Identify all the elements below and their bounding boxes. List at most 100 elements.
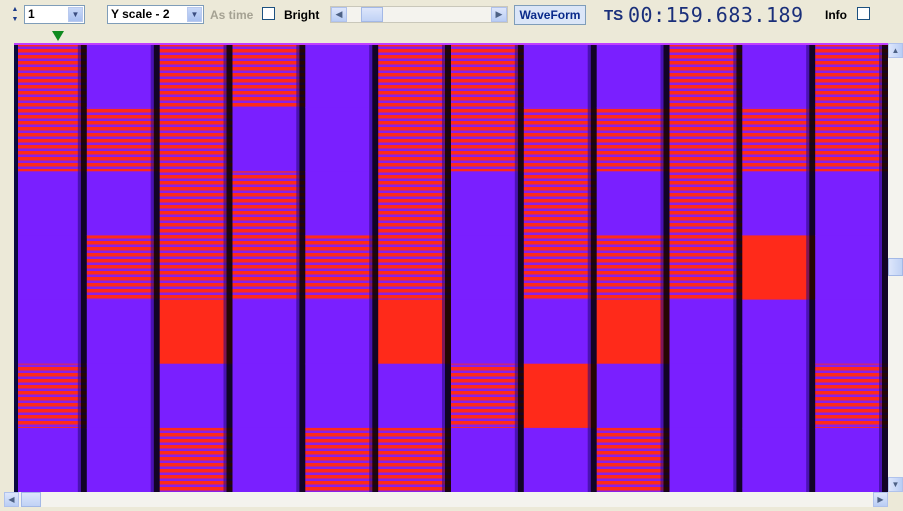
info-label: Info — [825, 8, 847, 22]
signal-block — [742, 363, 816, 429]
signal-block — [815, 43, 888, 108]
signal-block — [815, 363, 888, 429]
signal-block — [232, 363, 306, 429]
signal-block — [523, 171, 598, 236]
signal-block — [14, 299, 88, 365]
signal-block — [159, 171, 233, 236]
signal-block — [14, 363, 88, 429]
signal-block — [305, 427, 379, 492]
signal-block — [451, 427, 525, 492]
arrow-left-icon[interactable]: ◀ — [331, 7, 347, 22]
signal-block — [742, 427, 816, 492]
signal-block — [14, 235, 88, 300]
channel-spinner[interactable]: ▲ ▼ — [9, 5, 21, 25]
signal-separator — [445, 43, 455, 492]
signal-separator-halo — [806, 43, 810, 492]
signal-block — [596, 171, 670, 236]
signal-block — [232, 171, 306, 236]
waveform-button[interactable]: WaveForm — [514, 5, 586, 25]
info-checkbox[interactable] — [857, 7, 870, 20]
signal-block — [742, 43, 816, 108]
signal-separator — [809, 43, 820, 492]
arrow-down-icon[interactable]: ▼ — [888, 477, 903, 492]
yscale-select[interactable]: Y scale - 2 ▼ — [107, 5, 204, 24]
toolbar: ▲ ▼ 1 ▼ Y scale - 2 ▼ As time Bright ◀ ▶… — [0, 0, 903, 30]
signal-block — [159, 363, 233, 429]
chevron-down-icon[interactable]: ▼ — [68, 7, 83, 22]
signal-left-edge — [14, 43, 18, 492]
signal-block — [159, 427, 233, 492]
signal-separator — [736, 43, 747, 492]
scroll-corner — [888, 492, 903, 507]
signal-block — [451, 171, 525, 236]
scroll-thumb[interactable] — [361, 7, 383, 22]
signal-separator-halo — [514, 43, 518, 492]
position-scrollbar[interactable]: ◀ ▶ — [330, 6, 508, 23]
signal-block — [523, 299, 598, 365]
horizontal-scrollbar[interactable]: ◀ ▶ — [4, 492, 888, 507]
spin-down-icon[interactable]: ▼ — [11, 16, 19, 23]
vertical-scroll-thumb[interactable] — [888, 258, 903, 276]
horizontal-scroll-thumb[interactable] — [21, 492, 41, 507]
signal-block — [305, 107, 379, 172]
signal-block — [86, 235, 161, 300]
signal-separator-halo — [369, 43, 373, 492]
spin-up-icon[interactable]: ▲ — [11, 6, 19, 13]
signal-block — [159, 299, 233, 365]
signal-block — [669, 43, 743, 108]
signal-block — [86, 43, 161, 108]
signal-block — [305, 363, 379, 429]
signal-block — [742, 171, 816, 236]
chevron-down-icon[interactable]: ▼ — [187, 7, 202, 22]
signal-block — [305, 299, 379, 365]
left-frame — [0, 43, 4, 507]
signal-block — [305, 171, 379, 236]
signal-separator-halo — [587, 43, 591, 492]
as-time-label: As time — [210, 8, 254, 22]
signal-block — [378, 43, 452, 108]
signal-block — [669, 427, 743, 492]
signal-block — [378, 107, 452, 172]
ts-label: TS — [604, 7, 624, 24]
signal-block — [378, 235, 452, 300]
signal-block — [378, 171, 452, 236]
signal-block — [14, 171, 88, 236]
signal-block — [86, 427, 161, 492]
signal-separator-halo — [733, 43, 737, 492]
arrow-up-icon[interactable]: ▲ — [888, 43, 903, 58]
signal-separator — [226, 43, 237, 492]
channel-select-value: 1 — [28, 7, 35, 21]
signal-separator-halo — [442, 43, 445, 492]
signal-block — [451, 299, 525, 365]
signal-block — [815, 299, 888, 365]
vertical-scrollbar[interactable]: ▲ ▼ — [888, 43, 903, 492]
signal-display[interactable] — [14, 43, 888, 492]
arrow-left-icon[interactable]: ◀ — [4, 492, 19, 507]
bright-checkbox[interactable] — [262, 7, 275, 20]
signal-block — [378, 299, 452, 365]
signal-block — [523, 43, 598, 108]
timestamp-value: 00:159.683.189 — [628, 3, 804, 27]
signal-separator — [372, 43, 383, 492]
signal-block — [86, 363, 161, 429]
signal-block — [378, 363, 452, 429]
signal-block — [232, 43, 306, 108]
signal-block — [451, 363, 525, 429]
signal-block — [523, 107, 598, 172]
signal-block — [378, 427, 452, 492]
signal-separator — [80, 43, 91, 492]
signal-block — [451, 235, 525, 300]
bright-label: Bright — [284, 8, 320, 22]
signal-block — [14, 427, 88, 492]
triangle-marker-icon[interactable] — [52, 31, 64, 41]
signal-separator — [517, 43, 528, 492]
signal-block — [523, 235, 598, 300]
signal-block — [669, 363, 743, 429]
signal-block — [14, 43, 88, 108]
channel-select[interactable]: 1 ▼ — [24, 5, 85, 24]
arrow-right-icon[interactable]: ▶ — [491, 7, 507, 22]
signal-block — [305, 235, 379, 300]
signal-block — [596, 363, 670, 429]
arrow-right-icon[interactable]: ▶ — [873, 492, 888, 507]
signal-separator-halo — [150, 43, 154, 492]
